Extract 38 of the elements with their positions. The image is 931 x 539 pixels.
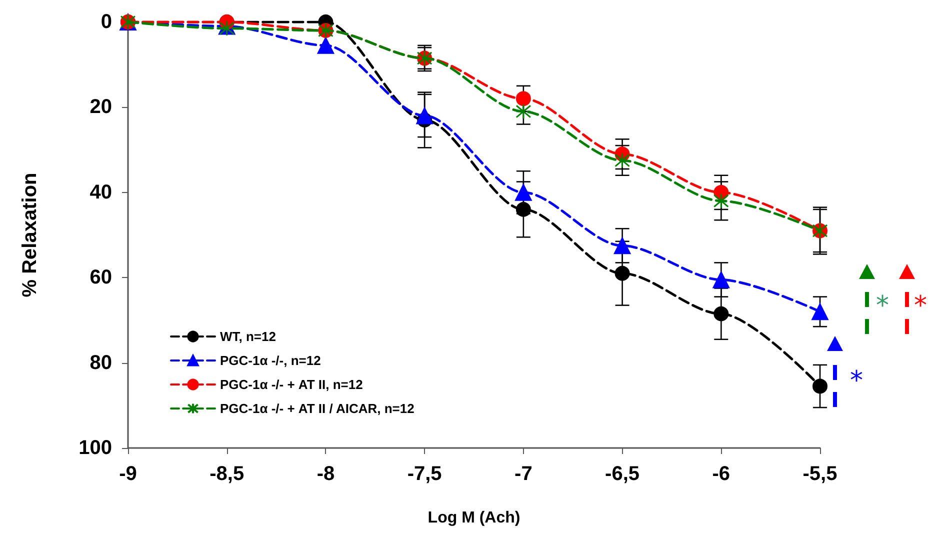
point bbox=[812, 378, 828, 394]
point bbox=[416, 107, 434, 124]
point bbox=[514, 184, 532, 201]
point bbox=[714, 306, 729, 322]
text: * bbox=[850, 366, 863, 396]
x-tick-label: -7,5 bbox=[407, 463, 442, 485]
y-tick-label: 40 bbox=[90, 181, 112, 204]
y-axis-title: % Relaxation bbox=[19, 172, 41, 298]
point bbox=[516, 202, 531, 217]
x-tick-label: -7 bbox=[514, 463, 532, 485]
x-tick-label: -8,5 bbox=[210, 463, 244, 485]
x-tick-label: -9 bbox=[119, 463, 137, 485]
y-tick-label: 80 bbox=[90, 352, 112, 374]
point bbox=[219, 20, 235, 36]
legend-label: WT, n=12 bbox=[220, 329, 276, 344]
point bbox=[713, 193, 729, 209]
text: * bbox=[876, 291, 889, 321]
x-tick-label: -5,5 bbox=[802, 463, 838, 485]
text: * bbox=[914, 291, 927, 321]
x-tick-label: -6 bbox=[712, 463, 730, 485]
y-tick-label: 20 bbox=[90, 96, 112, 118]
x-axis-title: Log M (Ach) bbox=[428, 510, 520, 526]
point bbox=[712, 271, 730, 288]
point bbox=[516, 91, 531, 106]
y-tick-label: 60 bbox=[90, 266, 112, 289]
legend-label: PGC-1α -/- + AT II, n=12 bbox=[220, 377, 363, 392]
point bbox=[812, 303, 828, 320]
point bbox=[317, 36, 334, 54]
y-tick-label: 100 bbox=[78, 437, 112, 459]
point bbox=[614, 152, 630, 168]
x-tick-label: -8 bbox=[316, 463, 335, 485]
y-tick-label: 0 bbox=[100, 11, 112, 33]
x-tick-label: -6,5 bbox=[605, 463, 640, 485]
legend-label: PGC-1α -/-, n=12 bbox=[220, 353, 321, 368]
point bbox=[614, 237, 631, 254]
point bbox=[516, 104, 532, 120]
point bbox=[614, 266, 630, 281]
legend-label: PGC-1α -/- + AT II / AICAR, n=12 bbox=[220, 401, 414, 416]
